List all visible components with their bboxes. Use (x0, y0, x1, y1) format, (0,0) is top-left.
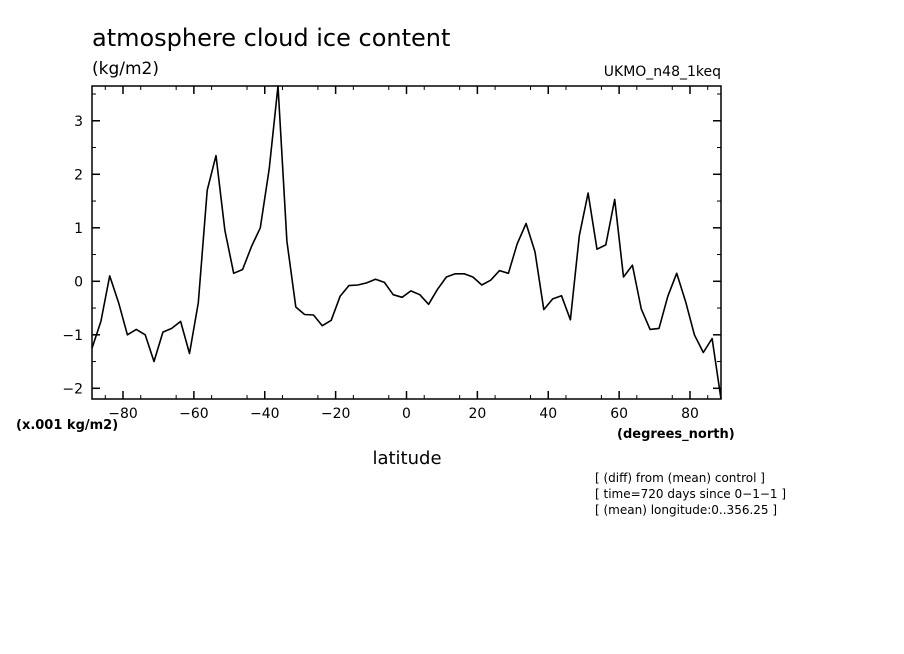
x-tick-label: 40 (539, 406, 557, 422)
x-tick-label: 20 (468, 406, 486, 422)
y-tick-label: −2 (62, 381, 83, 397)
chart-units: (kg/m2) (92, 59, 159, 79)
y-tick-label: 2 (74, 167, 83, 183)
x-tick-label: −20 (321, 406, 351, 422)
y-axis: −2 −1 0 1 2 3 (62, 93, 721, 397)
y-tick-label: 1 (74, 221, 83, 237)
plot-frame (91, 85, 722, 400)
x-units: (degrees_north) (617, 427, 735, 442)
y-tick-label: −1 (62, 328, 83, 344)
x-tick-label: 60 (610, 406, 628, 422)
x-tick-label: 80 (681, 406, 699, 422)
x-tick-label: −40 (250, 406, 280, 422)
x-axis: −80 −60 −40 −20 0 20 40 60 80 (104, 86, 709, 422)
series-line (91, 85, 722, 400)
x-axis-title: latitude (372, 448, 441, 469)
note-longitude: [ (mean) longitude:0..356.25 ] (595, 503, 777, 517)
model-label: UKMO_n48_1keq (604, 64, 721, 80)
x-tick-label: −60 (179, 406, 209, 422)
note-time: [ time=720 days since 0−1−1 ] (595, 487, 786, 501)
x-tick-label: 0 (402, 406, 411, 422)
note-diff: [ (diff) from (mean) control ] (595, 471, 765, 485)
y-tick-label: 0 (74, 274, 83, 290)
x-tick-label: −80 (108, 406, 138, 422)
chart-title: atmosphere cloud ice content (92, 24, 450, 52)
y-tick-label: 3 (74, 114, 83, 130)
scale-label: (x.001 kg/m2) (16, 418, 118, 433)
